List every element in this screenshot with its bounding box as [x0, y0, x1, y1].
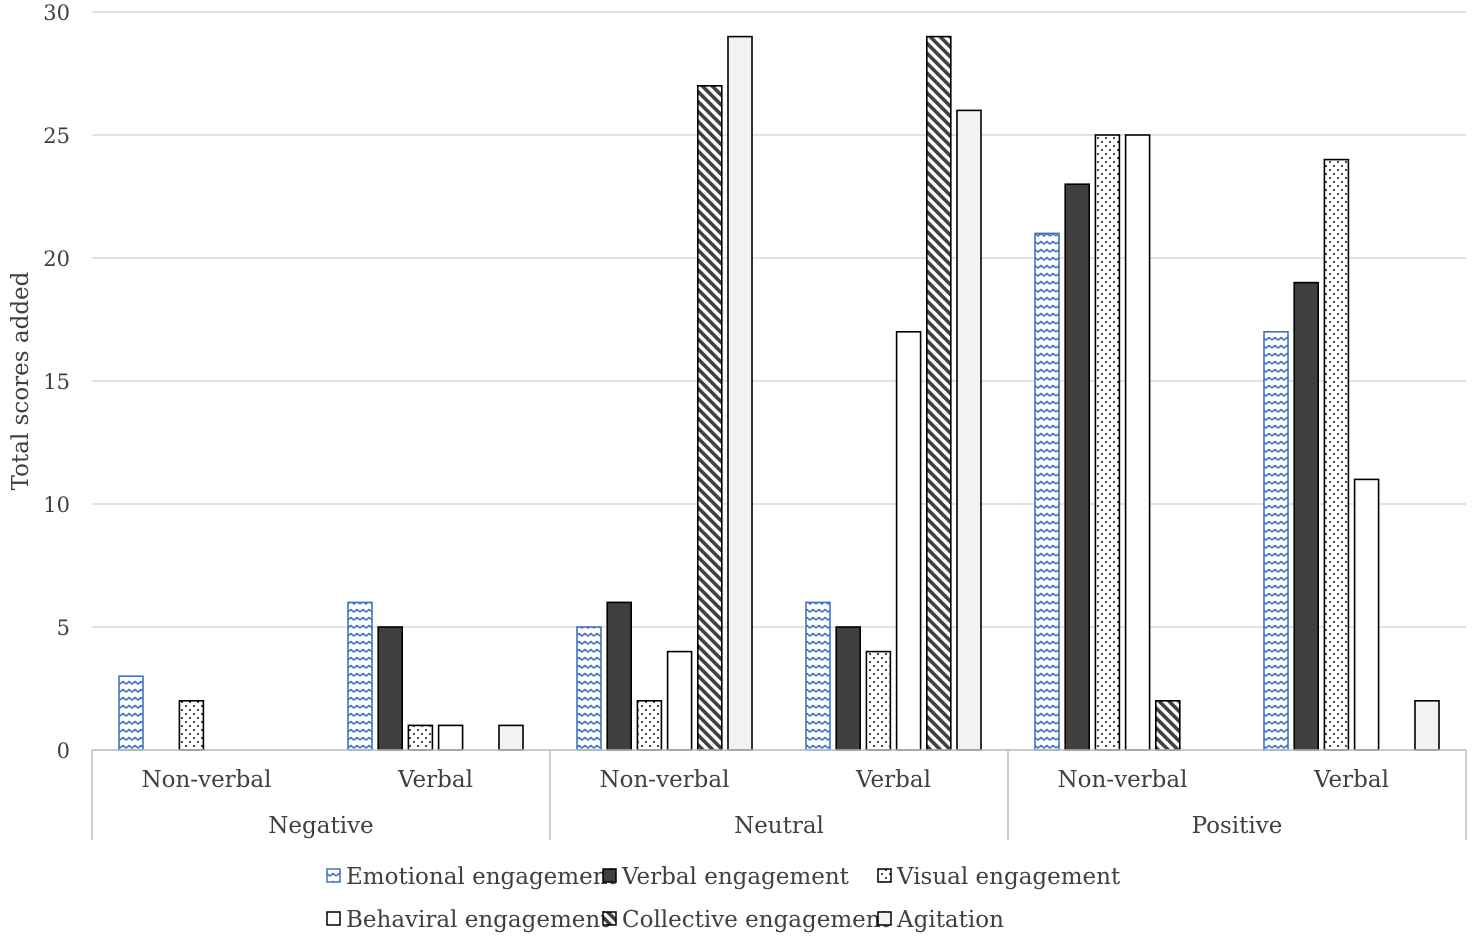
- y-tick-label: 0: [57, 739, 70, 763]
- bar: [1094, 134, 1121, 751]
- legend-swatch: [877, 911, 892, 926]
- bar: [1323, 158, 1350, 751]
- legend: Emotional engagement Verbal engagement Vis…: [326, 864, 1121, 933]
- bar: [805, 601, 831, 751]
- bar: [347, 601, 373, 751]
- y-axis-ticks: 0 5 10 15 20 25 30: [43, 1, 70, 763]
- y-tick-label: 10: [43, 493, 70, 517]
- bar: [606, 601, 633, 751]
- group-label: Neutral: [734, 813, 824, 839]
- bar: [1293, 281, 1319, 751]
- bar: [437, 724, 464, 751]
- legend-item: Emotional engagement: [326, 864, 618, 890]
- legend-swatch: [602, 868, 617, 883]
- x-tick-label: Non-verbal: [600, 767, 730, 793]
- bar: [956, 109, 982, 751]
- legend-item: Behaviral engagement: [326, 907, 610, 933]
- bar: [1155, 699, 1181, 751]
- legend-item: Verbal engagement: [602, 864, 850, 890]
- bar: [1034, 232, 1060, 751]
- legend-item: Collective engagement: [602, 907, 891, 933]
- bars: [118, 35, 1440, 751]
- bar: [636, 699, 663, 751]
- legend-item: Agitation: [877, 907, 1004, 933]
- x-axis: Non-verbal Verbal Negative Non-verbal Verbal…: [91, 749, 1467, 840]
- bar: [576, 626, 602, 751]
- bar: [498, 724, 524, 751]
- bar: [1263, 330, 1289, 751]
- legend-swatch: [602, 911, 617, 926]
- bar: [895, 330, 922, 751]
- x-tick-label: Verbal: [855, 767, 931, 793]
- y-axis-title: Total scores added: [8, 271, 34, 490]
- bar: [178, 699, 205, 751]
- bar: [865, 650, 892, 751]
- bar: [1124, 134, 1151, 751]
- bar: [666, 650, 693, 751]
- legend-label: Verbal engagement: [621, 864, 850, 890]
- legend-label: Emotional engagement: [346, 864, 618, 890]
- legend-label: Behaviral engagement: [346, 907, 610, 933]
- y-tick-label: 20: [43, 247, 70, 271]
- bar: [118, 675, 144, 751]
- bar: [835, 626, 862, 751]
- bar: [1414, 699, 1440, 751]
- gridlines: [92, 11, 1466, 751]
- group-label: Negative: [268, 813, 373, 839]
- group-label: Positive: [1192, 813, 1283, 839]
- legend-item: Visual engagement: [877, 864, 1121, 890]
- x-tick-label: Verbal: [397, 767, 473, 793]
- bar: [727, 35, 753, 751]
- bar: [407, 724, 434, 751]
- y-tick-label: 25: [43, 124, 70, 148]
- bar: [377, 626, 404, 751]
- y-tick-label: 30: [43, 1, 70, 25]
- legend-swatch: [877, 868, 892, 883]
- y-tick-label: 15: [43, 370, 70, 394]
- legend-label: Agitation: [896, 907, 1004, 933]
- y-tick-label: 5: [57, 616, 70, 640]
- x-tick-label: Verbal: [1313, 767, 1389, 793]
- legend-label: Visual engagement: [896, 864, 1121, 890]
- legend-label: Collective engagement: [622, 907, 891, 933]
- bar: [1064, 183, 1090, 751]
- bar: [925, 35, 952, 751]
- x-tick-label: Non-verbal: [1058, 767, 1188, 793]
- x-tick-label: Non-verbal: [142, 767, 272, 793]
- bar: [1353, 478, 1380, 751]
- bar: [696, 85, 723, 751]
- legend-swatch: [326, 868, 341, 883]
- legend-swatch: [326, 911, 341, 926]
